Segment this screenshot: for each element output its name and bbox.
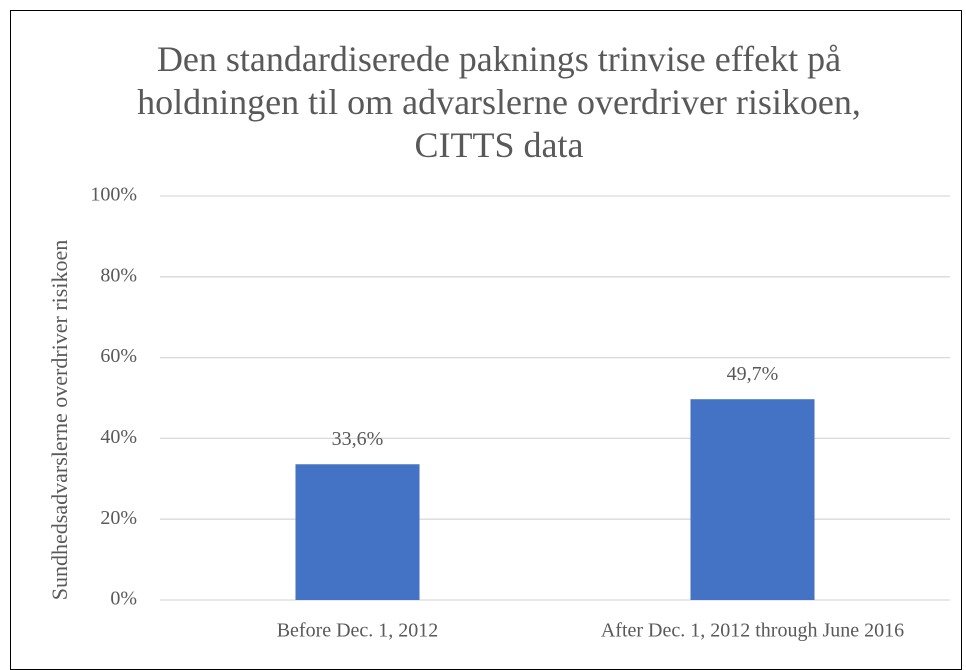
data-label: 33,6% (332, 428, 384, 450)
page: Sundhedsadvarslerne overdriver risikoen … (10, 10, 962, 670)
y-tick-label: 80% (100, 264, 137, 286)
y-tick-label: 40% (100, 426, 137, 448)
bar (690, 399, 815, 600)
y-tick-label: 20% (100, 507, 137, 529)
chart: Sundhedsadvarslerne overdriver risikoen … (47, 184, 950, 642)
y-tick-label: 0% (110, 588, 137, 610)
x-tick-label: Before Dec. 1, 2012 (277, 620, 439, 642)
chart-title: Den standardiserede paknings trinvise ef… (137, 39, 861, 165)
bar (295, 464, 420, 600)
y-axis-title: Sundhedsadvarslerne overdriver risikoen (47, 240, 72, 600)
data-label: 49,7% (727, 363, 779, 385)
y-tick-label: 60% (100, 345, 137, 367)
y-tick-label: 100% (90, 184, 137, 206)
x-tick-label: After Dec. 1, 2012 through June 2016 (601, 620, 904, 642)
